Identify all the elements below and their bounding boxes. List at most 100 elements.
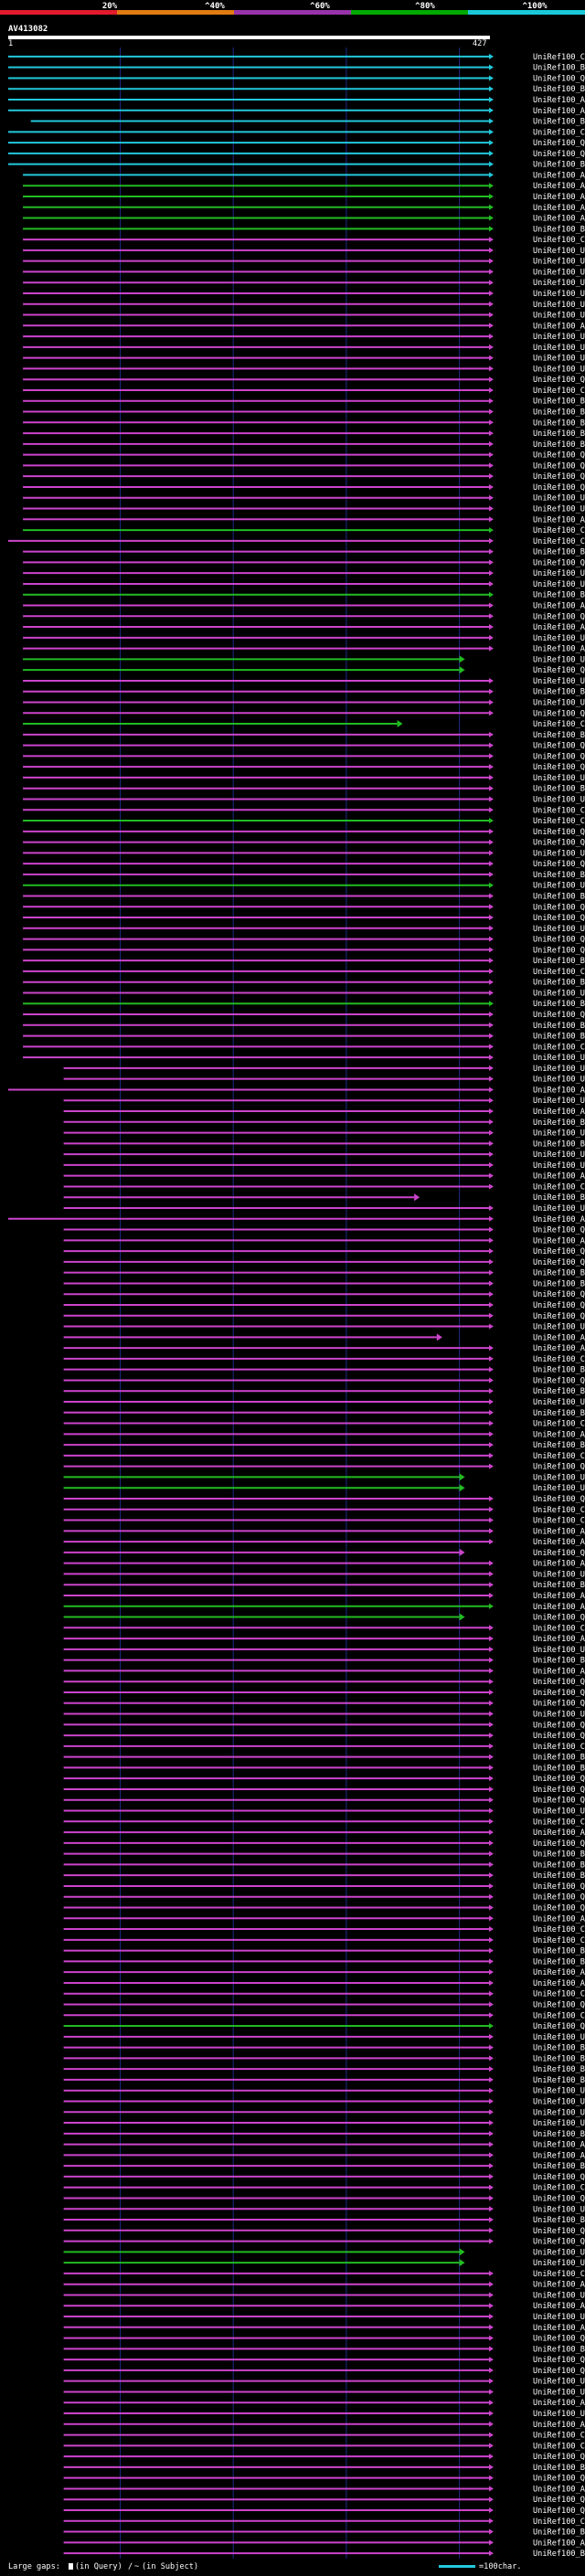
hit-label[interactable]: UniRef100_Q7PZY5 bbox=[533, 2356, 585, 2365]
hit-label[interactable]: UniRef100_A6PVI3 bbox=[533, 645, 585, 654]
hit-row[interactable]: UniRef100_Q9LM16 bbox=[23, 903, 585, 912]
hit-row[interactable]: UniRef100_Q9Y2G2 bbox=[23, 472, 585, 482]
hit-row[interactable]: UniRef100_A7SQG7 bbox=[8, 1086, 585, 1095]
hit-label[interactable]: UniRef100_C0PIW6 bbox=[533, 537, 585, 546]
hit-row[interactable]: UniRef100_UP1000... bbox=[23, 290, 585, 299]
hit-label[interactable]: UniRef100_C6TIG0 bbox=[533, 968, 585, 977]
hit-label[interactable]: UniRef100_UP1000... bbox=[533, 1484, 585, 1493]
hit-row[interactable]: UniRef100_UP1000... bbox=[23, 505, 585, 514]
hit-row[interactable]: UniRef100_Q10CF7 bbox=[8, 150, 585, 159]
hit-label[interactable]: UniRef100_UP1000... bbox=[533, 355, 585, 364]
hit-label[interactable]: UniRef100_UP1000... bbox=[533, 655, 585, 664]
hit-row[interactable]: UniRef100_Q7S6X0 bbox=[63, 2496, 585, 2505]
hit-label[interactable]: UniRef100_Q1EB31 bbox=[533, 1290, 585, 1299]
hit-label[interactable]: UniRef100_Q5EHU7 bbox=[533, 1904, 585, 1913]
hit-label[interactable]: UniRef100_B5X2Z3 bbox=[533, 2044, 585, 2053]
hit-label[interactable]: UniRef100_Q9Y2G2 bbox=[533, 472, 585, 482]
hit-row[interactable]: UniRef100_Q9SKW6 bbox=[23, 936, 585, 945]
hit-row[interactable]: UniRef100_C4M7R2 bbox=[63, 1182, 585, 1192]
hit-label[interactable]: UniRef100_UP1000... bbox=[533, 2097, 585, 2106]
hit-row[interactable]: UniRef100_Q96RQ1 bbox=[63, 2227, 585, 2236]
hit-row[interactable]: UniRef100_UP1000... bbox=[23, 344, 585, 353]
hit-label[interactable]: UniRef100_UP1000... bbox=[533, 279, 585, 288]
hit-label[interactable]: UniRef100_C9HL07 bbox=[533, 2270, 585, 2279]
hit-row[interactable]: UniRef100_B6A5F0 bbox=[63, 2528, 585, 2538]
hit-label[interactable]: UniRef100_C5GM60 bbox=[533, 1506, 585, 1515]
hit-label[interactable]: UniRef100_C5FBU1 bbox=[533, 2011, 585, 2020]
hit-label[interactable]: UniRef100_UP1000... bbox=[533, 2119, 585, 2128]
hit-row[interactable]: UniRef100_B7EM38 bbox=[23, 1022, 585, 1031]
hit-label[interactable]: UniRef100_B4FXG8 bbox=[533, 591, 585, 600]
hit-label[interactable]: UniRef100_A4R9K6 bbox=[533, 1635, 585, 1644]
hit-label[interactable]: UniRef100_B9HSF7 bbox=[533, 64, 585, 73]
hit-label[interactable]: UniRef100_UP1000... bbox=[533, 2108, 585, 2117]
hit-label[interactable]: UniRef100_A9V9S2 bbox=[533, 1236, 585, 1246]
hit-row[interactable]: UniRef100_C6TIG0 bbox=[23, 968, 585, 977]
hit-label[interactable]: UniRef100_UP1000... bbox=[533, 1473, 585, 1482]
hit-row[interactable]: UniRef100_Q6KH2 bbox=[23, 612, 585, 621]
hit-row[interactable]: UniRef100_UP1000... bbox=[23, 301, 585, 310]
hit-row[interactable]: UniRef100_UP1000... bbox=[23, 634, 585, 643]
hit-label[interactable]: UniRef100_B3MT26 bbox=[533, 2216, 585, 2225]
hit-label[interactable]: UniRef100_C5Y9R1 bbox=[533, 526, 585, 535]
hit-label[interactable]: UniRef100_Q9CR89-2 bbox=[533, 1882, 585, 1892]
hit-row[interactable]: UniRef100_Q4P5C3 bbox=[63, 2173, 585, 2182]
hit-label[interactable]: UniRef100_B9HUB7 bbox=[533, 1366, 585, 1375]
hit-row[interactable]: UniRef100_B7FHL8 bbox=[23, 892, 585, 901]
hit-label[interactable]: UniRef100_Q5U4J6 bbox=[533, 1495, 585, 1504]
hit-row[interactable]: UniRef100_B3RLY3 bbox=[63, 1871, 585, 1881]
hit-row[interactable]: UniRef100_A9UZT5 bbox=[8, 1215, 585, 1224]
hit-label[interactable]: UniRef100_A7NTA7 bbox=[533, 322, 585, 331]
hit-label[interactable]: UniRef100_B2KIF9 bbox=[533, 548, 585, 557]
hit-label[interactable]: UniRef100_UP1000... bbox=[533, 1097, 585, 1106]
hit-label[interactable]: UniRef100_Q10CF7 bbox=[533, 150, 585, 159]
hit-row[interactable]: UniRef100_UP1000... bbox=[23, 849, 585, 858]
hit-row[interactable]: UniRef100_C5YBF0 bbox=[23, 236, 585, 245]
hit-row[interactable]: UniRef100_C4R5U6 bbox=[63, 1936, 585, 1945]
hit-label[interactable]: UniRef100_UP1000... bbox=[533, 795, 585, 804]
hit-label[interactable]: UniRef100_A6S470 bbox=[533, 1667, 585, 1676]
hit-label[interactable]: UniRef100_UP1000... bbox=[533, 1807, 585, 1817]
hit-label[interactable]: UniRef100_UP1000... bbox=[533, 2410, 585, 2419]
hit-label[interactable]: UniRef100_A4EBY5 bbox=[533, 2151, 585, 2160]
hit-label[interactable]: UniRef100_Q2M1K9 bbox=[533, 1700, 585, 1709]
hit-row[interactable]: UniRef100_A9S7E6 bbox=[23, 182, 585, 191]
hit-row[interactable]: UniRef100_B9GZS7 bbox=[63, 1140, 585, 1149]
hit-row[interactable]: UniRef100_A9SUT7 bbox=[23, 204, 585, 213]
hit-row[interactable]: UniRef100_A6LIR1 bbox=[63, 1333, 585, 1342]
hit-label[interactable]: UniRef100_B9WE69 bbox=[533, 1441, 585, 1450]
hit-row[interactable]: UniRef100_UP1000... bbox=[23, 268, 585, 277]
hit-label[interactable]: UniRef100_A6S0L9 bbox=[533, 1430, 585, 1439]
hit-label[interactable]: UniRef100_A3GHG8 bbox=[533, 1979, 585, 1988]
hit-label[interactable]: UniRef100_Q9CQE7 bbox=[533, 558, 585, 567]
hit-row[interactable]: UniRef100_Q6FV14 bbox=[63, 2453, 585, 2462]
hit-row[interactable]: UniRef100_C7GWX3 bbox=[63, 1624, 585, 1633]
hit-label[interactable]: UniRef100_C1MSH6 bbox=[533, 720, 585, 729]
hit-label[interactable]: UniRef100_A8NVE2 bbox=[533, 1592, 585, 1601]
hit-label[interactable]: UniRef100_UP1000... bbox=[533, 569, 585, 578]
hit-label[interactable]: UniRef100_A6ZL20 bbox=[533, 1968, 585, 1977]
hit-row[interactable]: UniRef100_B2AFE6 bbox=[63, 2549, 585, 2559]
hit-row[interactable]: UniRef100_A0EFT8 bbox=[63, 2421, 585, 2430]
hit-row[interactable]: UniRef100_C1GWM3 bbox=[63, 1925, 585, 1935]
hit-row[interactable]: UniRef100_A7NTA7 bbox=[23, 322, 585, 331]
hit-label[interactable]: UniRef100_A5DP38 bbox=[533, 1603, 585, 1612]
hit-row[interactable]: UniRef100_C5M7X5 bbox=[63, 1517, 585, 1526]
hit-row[interactable]: UniRef100_B0WB66 bbox=[63, 1279, 585, 1288]
hit-label[interactable]: UniRef100_B7ZEP0 bbox=[533, 688, 585, 697]
hit-row[interactable]: UniRef100_Q5U4J6 bbox=[63, 1495, 585, 1504]
hit-label[interactable]: UniRef100_A0E7T2 bbox=[533, 2324, 585, 2333]
hit-label[interactable]: UniRef100_B4LGU9 bbox=[533, 1754, 585, 1763]
hit-label[interactable]: UniRef100_UP1000... bbox=[533, 1129, 585, 1139]
hit-row[interactable]: UniRef100_B4LI33 bbox=[63, 2065, 585, 2074]
hit-row[interactable]: UniRef100_B3MT26 bbox=[63, 2216, 585, 2225]
hit-row[interactable]: UniRef100_UP1000... bbox=[63, 1076, 585, 1085]
hit-row[interactable]: UniRef100_Q94283 bbox=[63, 2194, 585, 2203]
hit-label[interactable]: UniRef100_C5M6Q2 bbox=[533, 1452, 585, 1461]
hit-label[interactable]: UniRef100_A3KGK2 bbox=[533, 515, 585, 525]
hit-row[interactable]: UniRef100_Q9CR89 bbox=[63, 1893, 585, 1903]
hit-row[interactable]: UniRef100_B6H924 bbox=[63, 2076, 585, 2085]
hit-label[interactable]: UniRef100_Q5H6M7 bbox=[533, 1614, 585, 1623]
hit-label[interactable]: UniRef100_Q7ZVS2 bbox=[533, 1226, 585, 1235]
hit-label[interactable]: UniRef100_Q5CYA2 bbox=[533, 2475, 585, 2484]
